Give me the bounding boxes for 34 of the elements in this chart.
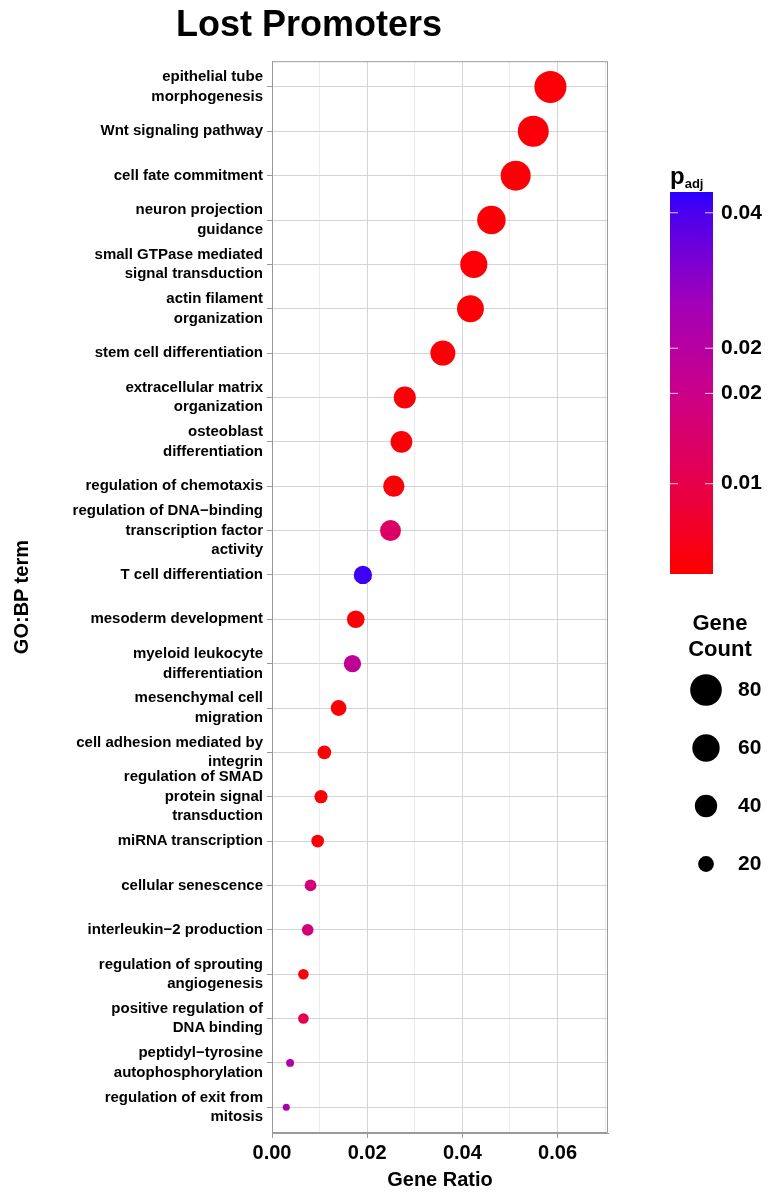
y-tick-label: regulation of chemotaxis: [85, 476, 263, 494]
color-bar-label: 0.02: [721, 335, 762, 359]
x-axis-title: Gene Ratio: [387, 1167, 493, 1190]
x-tick-label: 0.04: [442, 1140, 483, 1163]
y-tick-label: T cell differentiation: [120, 565, 263, 583]
y-tick-label: regulation of exit from mitosis: [104, 1087, 263, 1125]
y-tick-label: mesoderm development: [90, 609, 263, 627]
color-bar-label: 0.04: [721, 199, 763, 223]
y-tick-label: epithelial tube morphogenesis: [151, 67, 263, 104]
color-bar-label: 0.01: [721, 470, 763, 494]
legend-label: 20: [738, 850, 762, 874]
y-tick-label: peptidyl−tyrosine autophosphorylation: [113, 1043, 263, 1080]
y-tick-label: mesenchymal cell migration: [134, 688, 263, 725]
legend-label: 40: [738, 792, 762, 816]
y-tick-label: cellular senescence: [121, 875, 263, 893]
color-bar-label: 0.02: [721, 380, 762, 404]
x-tick-label: 0.00: [252, 1140, 292, 1163]
chart-title: Lost Promoters: [175, 2, 443, 44]
y-tick-label: myeloid leukocyte differentiation: [132, 644, 263, 681]
y-tick-label: cell fate commitment: [113, 165, 263, 183]
y-tick-label: stem cell differentiation: [94, 343, 263, 361]
y-tick-label: osteoblast differentiation: [163, 422, 263, 459]
y-tick-label: neuron projection guidance: [135, 200, 263, 237]
y-tick-label: Wnt signaling pathway: [100, 121, 264, 139]
x-tick-label: 0.02: [347, 1140, 387, 1163]
x-tick-label: 0.06: [538, 1140, 578, 1163]
legend-title: Gene Count: [688, 610, 753, 661]
legend-label: 80: [738, 676, 762, 700]
y-axis-title: GO:BP term: [9, 540, 32, 655]
y-tick-label: regulation of DNA−binding transcription factor activity: [72, 501, 264, 558]
y-tick-label: actin filament organization: [166, 289, 263, 326]
legend-label: 60: [738, 734, 762, 758]
y-tick-label: miRNA transcription: [117, 831, 263, 849]
y-tick-label: interleukin−2 production: [87, 919, 263, 937]
